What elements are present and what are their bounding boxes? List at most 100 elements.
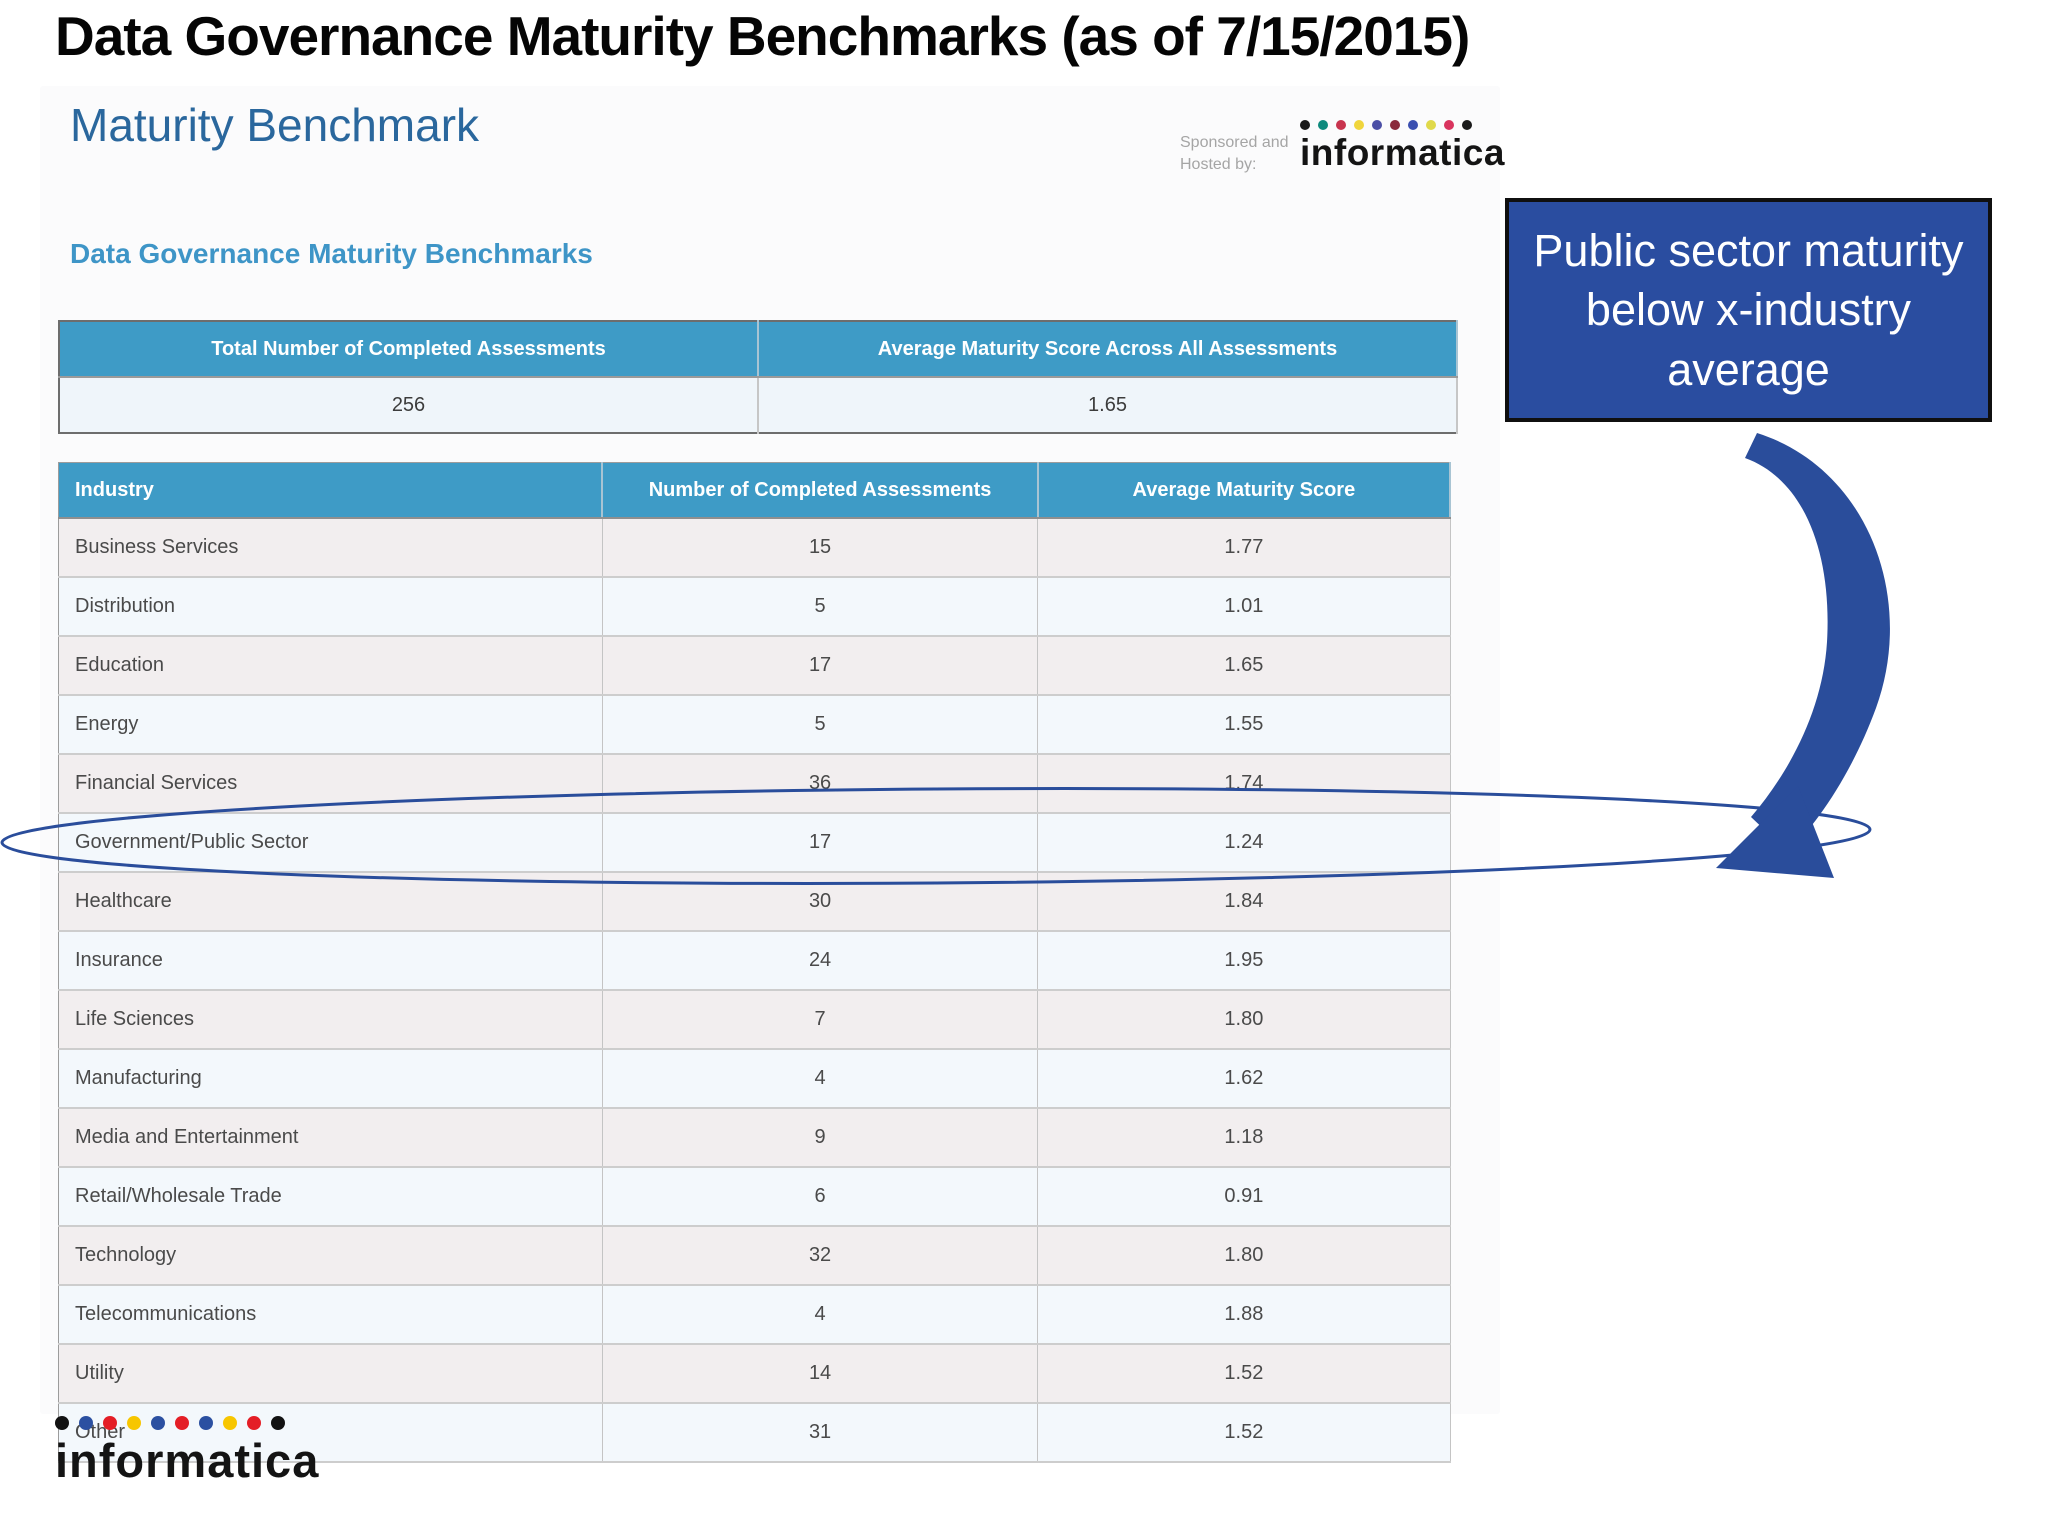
cell-industry: Retail/Wholesale Trade	[58, 1167, 603, 1227]
table-row: Government/Public Sector 17 1.24	[58, 813, 1451, 873]
header-score: Average Maturity Score	[1037, 462, 1452, 519]
sponsor-line-2: Hosted by:	[1180, 155, 1257, 173]
cell-industry: Financial Services	[58, 754, 603, 814]
logo-dot	[103, 1416, 117, 1430]
cell-industry: Education	[58, 636, 603, 696]
cell-industry: Energy	[58, 695, 603, 755]
table-row: Manufacturing 4 1.62	[58, 1049, 1451, 1109]
slide-title: Data Governance Maturity Benchmarks (as …	[55, 5, 1470, 67]
logo-dot	[175, 1416, 189, 1430]
cell-assessments: 9	[602, 1108, 1039, 1168]
cell-industry: Business Services	[58, 518, 603, 578]
table-row: Other 31 1.52	[58, 1403, 1451, 1463]
table-row: Financial Services 36 1.74	[58, 754, 1451, 814]
cell-score: 1.77	[1037, 518, 1451, 578]
table-row: Distribution 5 1.01	[58, 577, 1451, 637]
cell-score: 1.74	[1037, 754, 1451, 814]
table-row: Telecommunications 4 1.88	[58, 1285, 1451, 1345]
cell-assessments: 31	[602, 1403, 1039, 1463]
cell-industry: Healthcare	[58, 872, 603, 932]
cell-assessments: 5	[602, 577, 1039, 637]
informatica-wordmark: informatica	[55, 1434, 320, 1487]
sponsor-label: Sponsored and Hosted by:	[1180, 132, 1289, 175]
table-row: Life Sciences 7 1.80	[58, 990, 1451, 1050]
cell-industry: Government/Public Sector	[58, 813, 603, 873]
logo-dot	[1300, 120, 1310, 130]
cell-score: 1.62	[1037, 1049, 1451, 1109]
cell-score: 1.55	[1037, 695, 1451, 755]
logo-dot	[1354, 120, 1364, 130]
curved-arrow-body	[1745, 433, 1890, 852]
logo-dot	[127, 1416, 141, 1430]
table-row: Retail/Wholesale Trade 6 0.91	[58, 1167, 1451, 1227]
cell-assessments: 17	[602, 636, 1039, 696]
cell-industry: Manufacturing	[58, 1049, 603, 1109]
table-row: Healthcare 30 1.84	[58, 872, 1451, 932]
summary-table: Total Number of Completed Assessments Av…	[58, 320, 1458, 434]
cell-industry: Technology	[58, 1226, 603, 1286]
cell-industry: Utility	[58, 1344, 603, 1404]
logo-dot	[1318, 120, 1328, 130]
cell-industry: Insurance	[58, 931, 603, 991]
logo-dot	[247, 1416, 261, 1430]
logo-dot	[151, 1416, 165, 1430]
industry-header-row: Industry Number of Completed Assessments…	[58, 462, 1452, 519]
informatica-dots-icon	[1300, 120, 1505, 130]
summary-header-row: Total Number of Completed Assessments Av…	[59, 321, 1458, 378]
header-assessments: Number of Completed Assessments	[602, 462, 1039, 519]
table-row: Utility 14 1.52	[58, 1344, 1451, 1404]
cell-industry: Other	[58, 1403, 603, 1463]
cell-assessments: 15	[602, 518, 1039, 578]
table-row: Technology 32 1.80	[58, 1226, 1451, 1286]
informatica-logo-top: informatica	[1300, 120, 1505, 174]
cell-score: 1.80	[1037, 990, 1451, 1050]
table-row: Education 17 1.65	[58, 636, 1451, 696]
cell-assessments: 4	[602, 1285, 1039, 1345]
cell-score: 1.52	[1037, 1344, 1451, 1404]
curved-arrow-head	[1716, 786, 1834, 878]
cell-score: 1.18	[1037, 1108, 1451, 1168]
cell-assessments: 36	[602, 754, 1039, 814]
logo-dot	[55, 1416, 69, 1430]
industry-table-body: Business Services 15 1.77 Distribution 5 1.01…	[58, 518, 1451, 1463]
logo-dot	[1372, 120, 1382, 130]
report-heading: Maturity Benchmark	[70, 99, 480, 151]
logo-dot	[1336, 120, 1346, 130]
cell-assessments: 7	[602, 990, 1039, 1050]
summary-average-value: 1.65	[758, 377, 1458, 433]
informatica-wordmark: informatica	[1300, 132, 1505, 173]
cell-industry: Life Sciences	[58, 990, 603, 1050]
cell-score: 1.24	[1037, 813, 1451, 873]
logo-dot	[1408, 120, 1418, 130]
cell-assessments: 4	[602, 1049, 1039, 1109]
industry-table: Industry Number of Completed Assessments…	[58, 462, 1452, 1463]
cell-assessments: 14	[602, 1344, 1039, 1404]
cell-score: 1.65	[1037, 636, 1451, 696]
cell-score: 1.95	[1037, 931, 1451, 991]
cell-score: 1.88	[1037, 1285, 1451, 1345]
report-subheading: Data Governance Maturity Benchmarks	[70, 238, 593, 269]
table-row: Energy 5 1.55	[58, 695, 1451, 755]
informatica-dots-icon	[55, 1416, 319, 1430]
summary-total-value: 256	[59, 377, 759, 433]
logo-dot	[1444, 120, 1454, 130]
cell-industry: Telecommunications	[58, 1285, 603, 1345]
cell-assessments: 24	[602, 931, 1039, 991]
logo-dot	[79, 1416, 93, 1430]
cell-score: 1.84	[1037, 872, 1451, 932]
table-row: Business Services 15 1.77	[58, 518, 1451, 578]
summary-header-total: Total Number of Completed Assessments	[59, 321, 759, 378]
cell-industry: Distribution	[58, 577, 603, 637]
logo-dot	[199, 1416, 213, 1430]
logo-dot	[1390, 120, 1400, 130]
logo-dot	[1426, 120, 1436, 130]
logo-dot	[271, 1416, 285, 1430]
cell-assessments: 6	[602, 1167, 1039, 1227]
cell-assessments: 32	[602, 1226, 1039, 1286]
cell-score: 0.91	[1037, 1167, 1451, 1227]
cell-score: 1.01	[1037, 577, 1451, 637]
table-row: Insurance 24 1.95	[58, 931, 1451, 991]
sponsor-line-1: Sponsored and	[1180, 134, 1289, 151]
callout-box: Public sector maturity below x-industry …	[1505, 198, 1992, 422]
